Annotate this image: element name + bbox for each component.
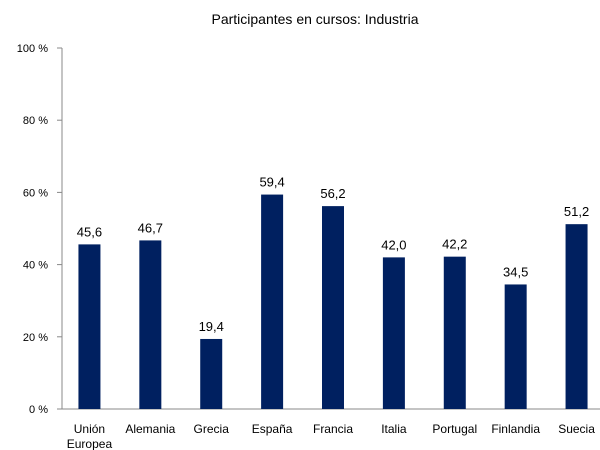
y-tick-label: 0 %: [29, 404, 48, 416]
bar: [322, 206, 344, 409]
x-tick-label: Portugal: [432, 422, 477, 436]
x-tick-label: Suecia: [558, 422, 595, 436]
x-tick-label: Unión Europea: [67, 422, 113, 450]
bar: [504, 284, 527, 409]
x-tick-label: España: [252, 422, 293, 436]
value-label: 42,2: [442, 237, 467, 252]
x-tick-label: Francia: [313, 422, 353, 436]
y-tick-label: 80 %: [23, 115, 48, 127]
value-label: 34,5: [503, 264, 528, 279]
y-tick-label: 20 %: [23, 332, 48, 344]
x-tick-label: Alemania: [125, 422, 175, 436]
y-tick-label: 100 %: [17, 43, 48, 55]
y-tick-label: 60 %: [23, 187, 48, 199]
bar: [200, 338, 223, 409]
value-label: 19,4: [199, 319, 224, 334]
x-tick-label: Finlandia: [491, 422, 540, 436]
x-tick-label: Grecia: [194, 422, 230, 436]
value-label: 51,2: [564, 204, 589, 219]
value-label: 45,6: [77, 224, 102, 239]
value-label: 56,2: [320, 186, 345, 201]
value-label: 42,0: [381, 237, 406, 252]
bar: [78, 244, 101, 409]
bar: [139, 240, 162, 409]
y-tick-label: 40 %: [23, 260, 48, 272]
x-tick-label: Italia: [381, 422, 407, 436]
bar: [382, 257, 405, 409]
value-label: 59,4: [259, 175, 284, 190]
bar: [443, 256, 466, 409]
bar: [261, 194, 284, 409]
chart-title: Participantes en cursos: Industria: [212, 11, 419, 27]
bar: [565, 224, 588, 409]
value-label: 46,7: [138, 220, 163, 235]
